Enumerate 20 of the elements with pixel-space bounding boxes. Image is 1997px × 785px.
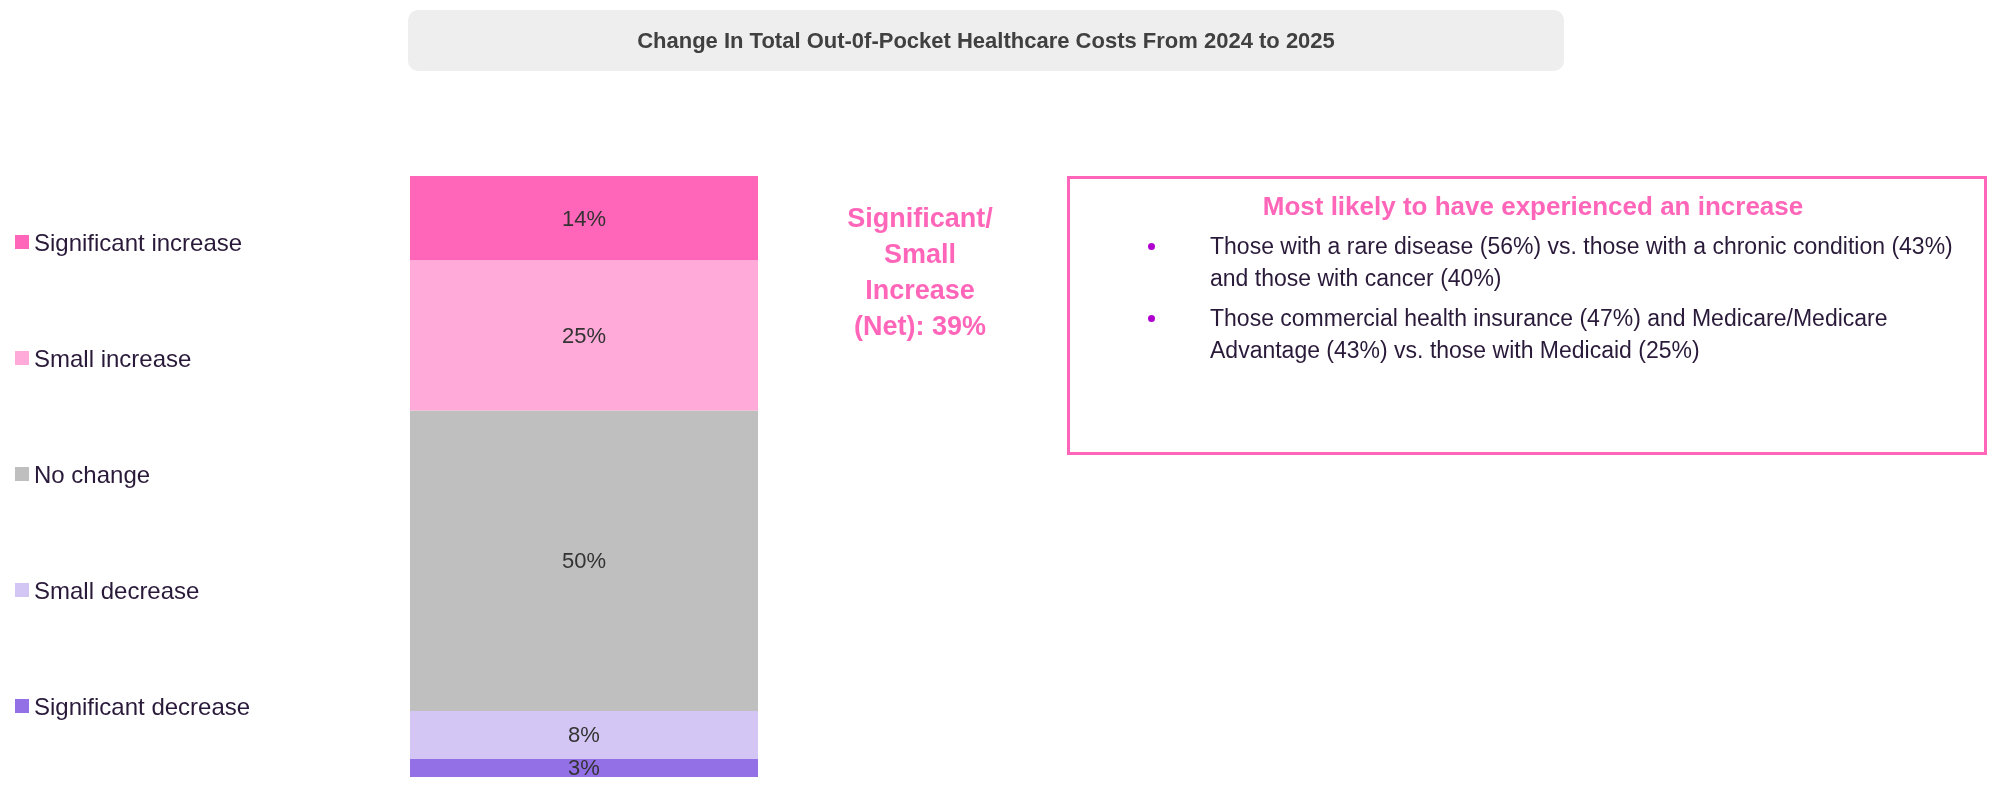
text: Significant/ Small Increase (Net): 39%: [846, 202, 994, 343]
bar: [410, 176, 758, 261]
data-label: 25%: [561, 322, 607, 348]
bar: [410, 758, 758, 777]
bar: [410, 260, 758, 411]
data-label: 8%: [568, 722, 600, 748]
legend-label: Small increase: [34, 344, 192, 372]
text: Those commercial health insurance (47%) and Medicare/Medicare Advantage (43%) vs. those with Medicaid (25%): [1210, 305, 1888, 363]
text: Most likely to have experienced an increase: [1261, 191, 1805, 222]
data-label: 50%: [561, 548, 607, 574]
text: Change In Total Out-0f-Pocket Healthcare Costs From 2024 to 2025: [408, 10, 1564, 71]
legend-label: Significant increase: [34, 228, 243, 256]
legend-label: No change: [34, 460, 151, 488]
bar: [410, 710, 758, 759]
legend-label: Significant decrease: [34, 692, 251, 720]
data-label: 14%: [561, 205, 607, 231]
bar: [410, 410, 758, 711]
data-label: 3%: [568, 755, 600, 781]
legend-label: Small decrease: [34, 576, 200, 604]
text: Those with a rare disease (56%) vs. those with a chronic condition (43%) and those with cancer (40%): [1210, 233, 1953, 291]
